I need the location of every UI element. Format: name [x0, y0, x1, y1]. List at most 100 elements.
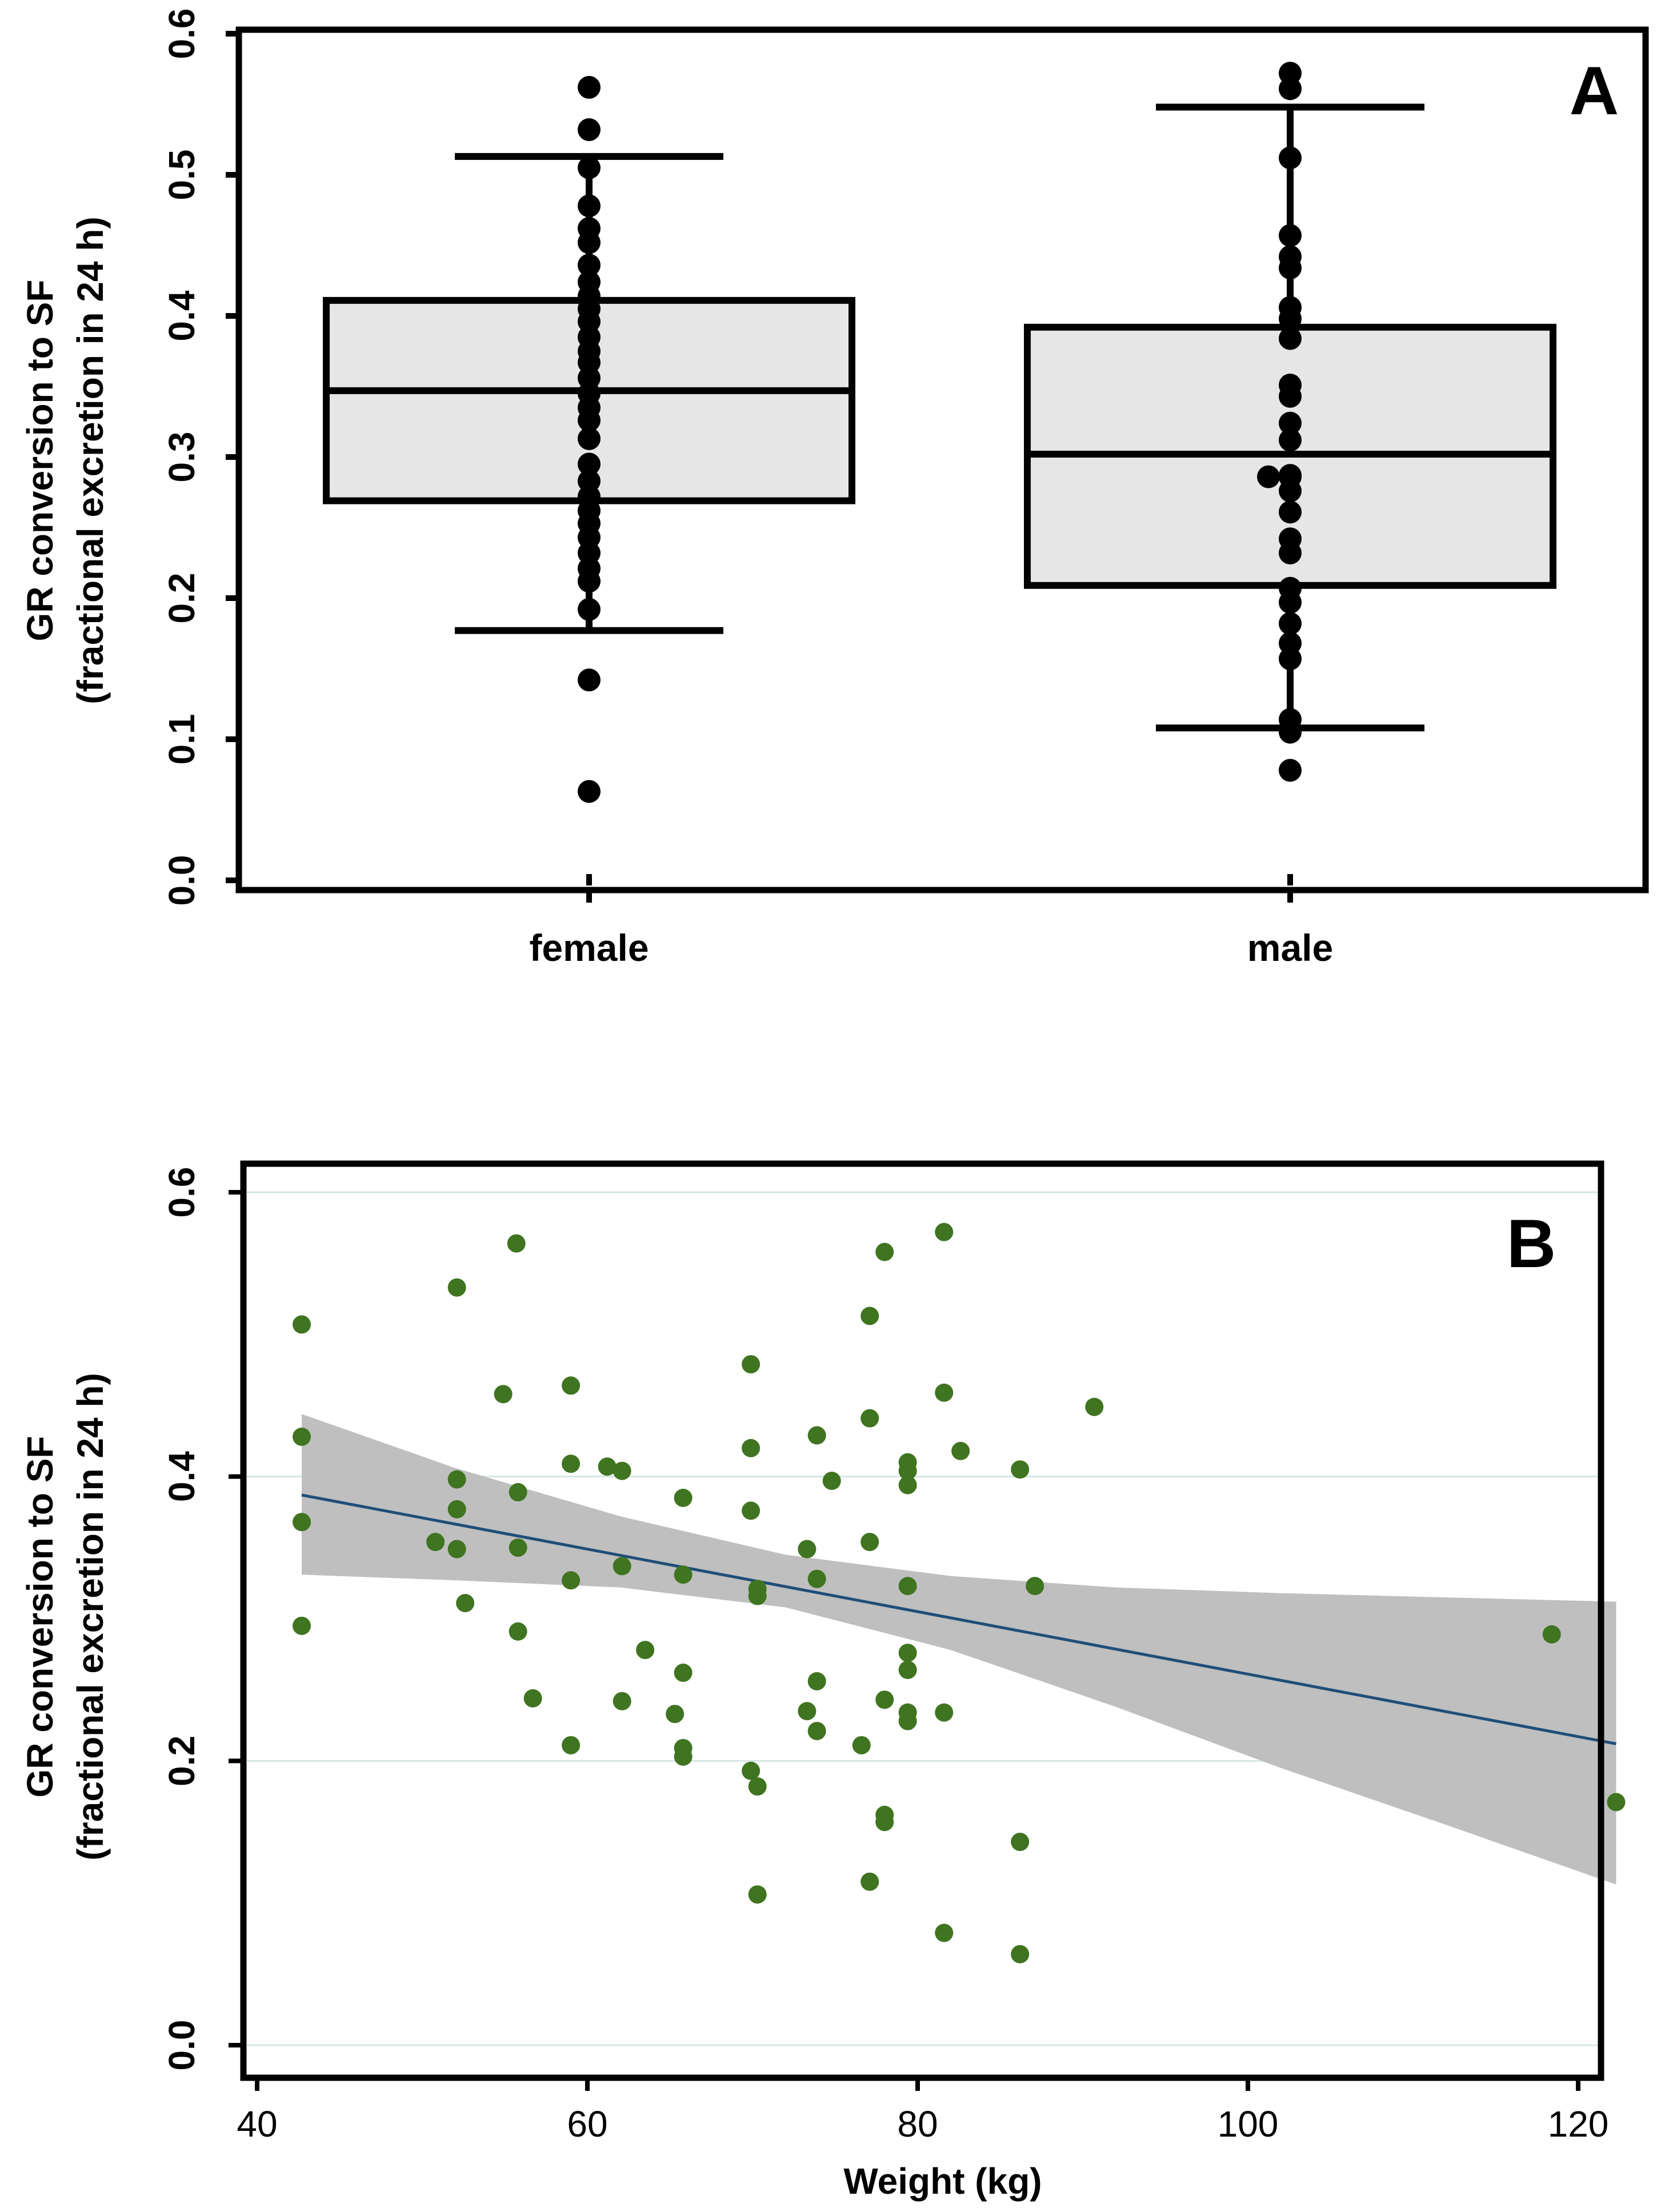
- point-female: [578, 194, 601, 218]
- x-tick-label: 80: [897, 2103, 938, 2145]
- panel-b-xlabel: Weight (kg): [843, 2161, 1042, 2202]
- scatter-point: [1607, 1793, 1626, 1812]
- scatter-point: [509, 1538, 527, 1557]
- x-tick-label: 60: [567, 2103, 607, 2145]
- y-tick-label: 0.0: [161, 2020, 202, 2071]
- point-male: [1279, 257, 1302, 280]
- scatter-point: [748, 1586, 767, 1605]
- point-female: [578, 452, 601, 476]
- scatter-point: [456, 1594, 475, 1613]
- scatter-point: [875, 1243, 894, 1261]
- point-male: [1279, 224, 1302, 247]
- scatter-point: [898, 1644, 917, 1662]
- scatter-point: [494, 1385, 513, 1404]
- category-label: male: [1247, 927, 1333, 969]
- scatter-point: [798, 1540, 817, 1558]
- scatter-point: [898, 1712, 917, 1730]
- point-male: [1279, 541, 1302, 564]
- y-tick-label: 0.4: [161, 290, 202, 341]
- scatter-point: [1085, 1397, 1104, 1416]
- panel-a-boxplot: 0.0 0.1 0.2 0.3 0.4 0.5 0.6 female male A GR co…: [19, 9, 1649, 969]
- point-male: [1279, 77, 1302, 101]
- panel-b-scatter: 0.00.20.40.6 40 60 80 100 120 B Weight (kg) …: [19, 1160, 1626, 2202]
- panel-b-frame: [240, 1160, 1604, 2081]
- point-male: [1279, 327, 1302, 350]
- panel-b-ylabel-line1: GR conversion to SF: [19, 1436, 61, 1798]
- y-tick-label: 0.3: [161, 432, 202, 483]
- scatter-point: [898, 1661, 917, 1680]
- point-male: [1279, 384, 1302, 408]
- scatter-point: [898, 1476, 917, 1494]
- point-female: [578, 254, 601, 277]
- scatter-point: [1026, 1577, 1044, 1596]
- scatter-point: [935, 1223, 954, 1241]
- point-male: [1279, 411, 1302, 435]
- scatter-point: [509, 1622, 527, 1641]
- scatter-point: [293, 1616, 311, 1635]
- scatter-point: [1011, 1945, 1030, 1963]
- y-tick-label: 0.1: [161, 714, 202, 765]
- point-male: [1257, 465, 1280, 488]
- scatter-point: [447, 1278, 466, 1297]
- scatter-point: [742, 1761, 761, 1780]
- panel-b-x-ticks: 40 60 80 100 120: [237, 2078, 1608, 2145]
- panel-a-letter: A: [1570, 53, 1619, 129]
- point-male: [1279, 612, 1302, 635]
- panel-b-y-ticks: 0.0 0.2 0.4 0.6: [161, 1167, 243, 2071]
- scatter-point: [447, 1500, 466, 1518]
- panel-b-letter: B: [1507, 1205, 1556, 1282]
- point-male: [1279, 720, 1302, 744]
- category-label: female: [529, 927, 649, 969]
- scatter-point: [613, 1692, 631, 1710]
- scatter-point: [674, 1565, 693, 1584]
- scatter-point: [822, 1472, 841, 1490]
- scatter-point: [807, 1569, 826, 1588]
- point-male: [1279, 500, 1302, 524]
- point-male: [1279, 146, 1302, 170]
- scatter-point: [562, 1736, 581, 1754]
- scatter-point: [860, 1872, 879, 1891]
- scatter-point: [748, 1777, 767, 1796]
- panel-a-ylabel-line2: (fractional excretion in 24 h): [70, 217, 111, 704]
- panel-a-ylabel-line1: GR conversion to SF: [19, 280, 61, 642]
- point-female: [578, 598, 601, 621]
- scatter-point: [1542, 1625, 1561, 1644]
- scatter-point: [898, 1461, 917, 1480]
- scatter-point: [807, 1426, 826, 1445]
- point-female: [578, 75, 601, 99]
- scatter-point: [1011, 1833, 1030, 1852]
- scatter-point: [447, 1540, 466, 1558]
- point-female: [578, 231, 601, 254]
- y-tick-label: 0.0: [161, 855, 202, 906]
- scatter-point: [613, 1461, 631, 1480]
- scatter-point: [875, 1813, 894, 1832]
- scatter-point: [748, 1885, 767, 1904]
- scatter-point: [674, 1664, 693, 1682]
- scatter-point: [742, 1501, 761, 1520]
- point-female: [578, 570, 601, 593]
- scatter-point: [562, 1454, 581, 1473]
- x-tick-label: 100: [1218, 2103, 1279, 2145]
- panel-a-points: [578, 62, 1302, 803]
- point-male: [1279, 591, 1302, 614]
- y-tick-label: 0.2: [161, 573, 202, 624]
- scatter-point: [742, 1355, 761, 1374]
- scatter-point: [562, 1376, 581, 1395]
- point-male: [1279, 759, 1302, 782]
- point-female: [578, 118, 601, 141]
- scatter-point: [742, 1438, 761, 1457]
- x-tick-label: 120: [1548, 2103, 1609, 2145]
- x-tick-label: 40: [237, 2103, 277, 2145]
- scatter-point: [935, 1924, 954, 1942]
- scatter-point: [898, 1577, 917, 1596]
- scatter-point: [807, 1672, 826, 1690]
- scatter-point: [293, 1427, 311, 1446]
- scatter-point: [293, 1513, 311, 1532]
- y-tick-label: 0.6: [161, 9, 202, 59]
- point-male: [1279, 479, 1302, 503]
- scatter-point: [507, 1234, 526, 1253]
- scatter-point: [798, 1702, 817, 1721]
- panel-a-y-ticks: 0.0 0.1 0.2 0.3 0.4 0.5 0.6: [161, 9, 239, 906]
- panel-a-x-ticks: female male: [529, 874, 1333, 969]
- scatter-point: [666, 1705, 685, 1724]
